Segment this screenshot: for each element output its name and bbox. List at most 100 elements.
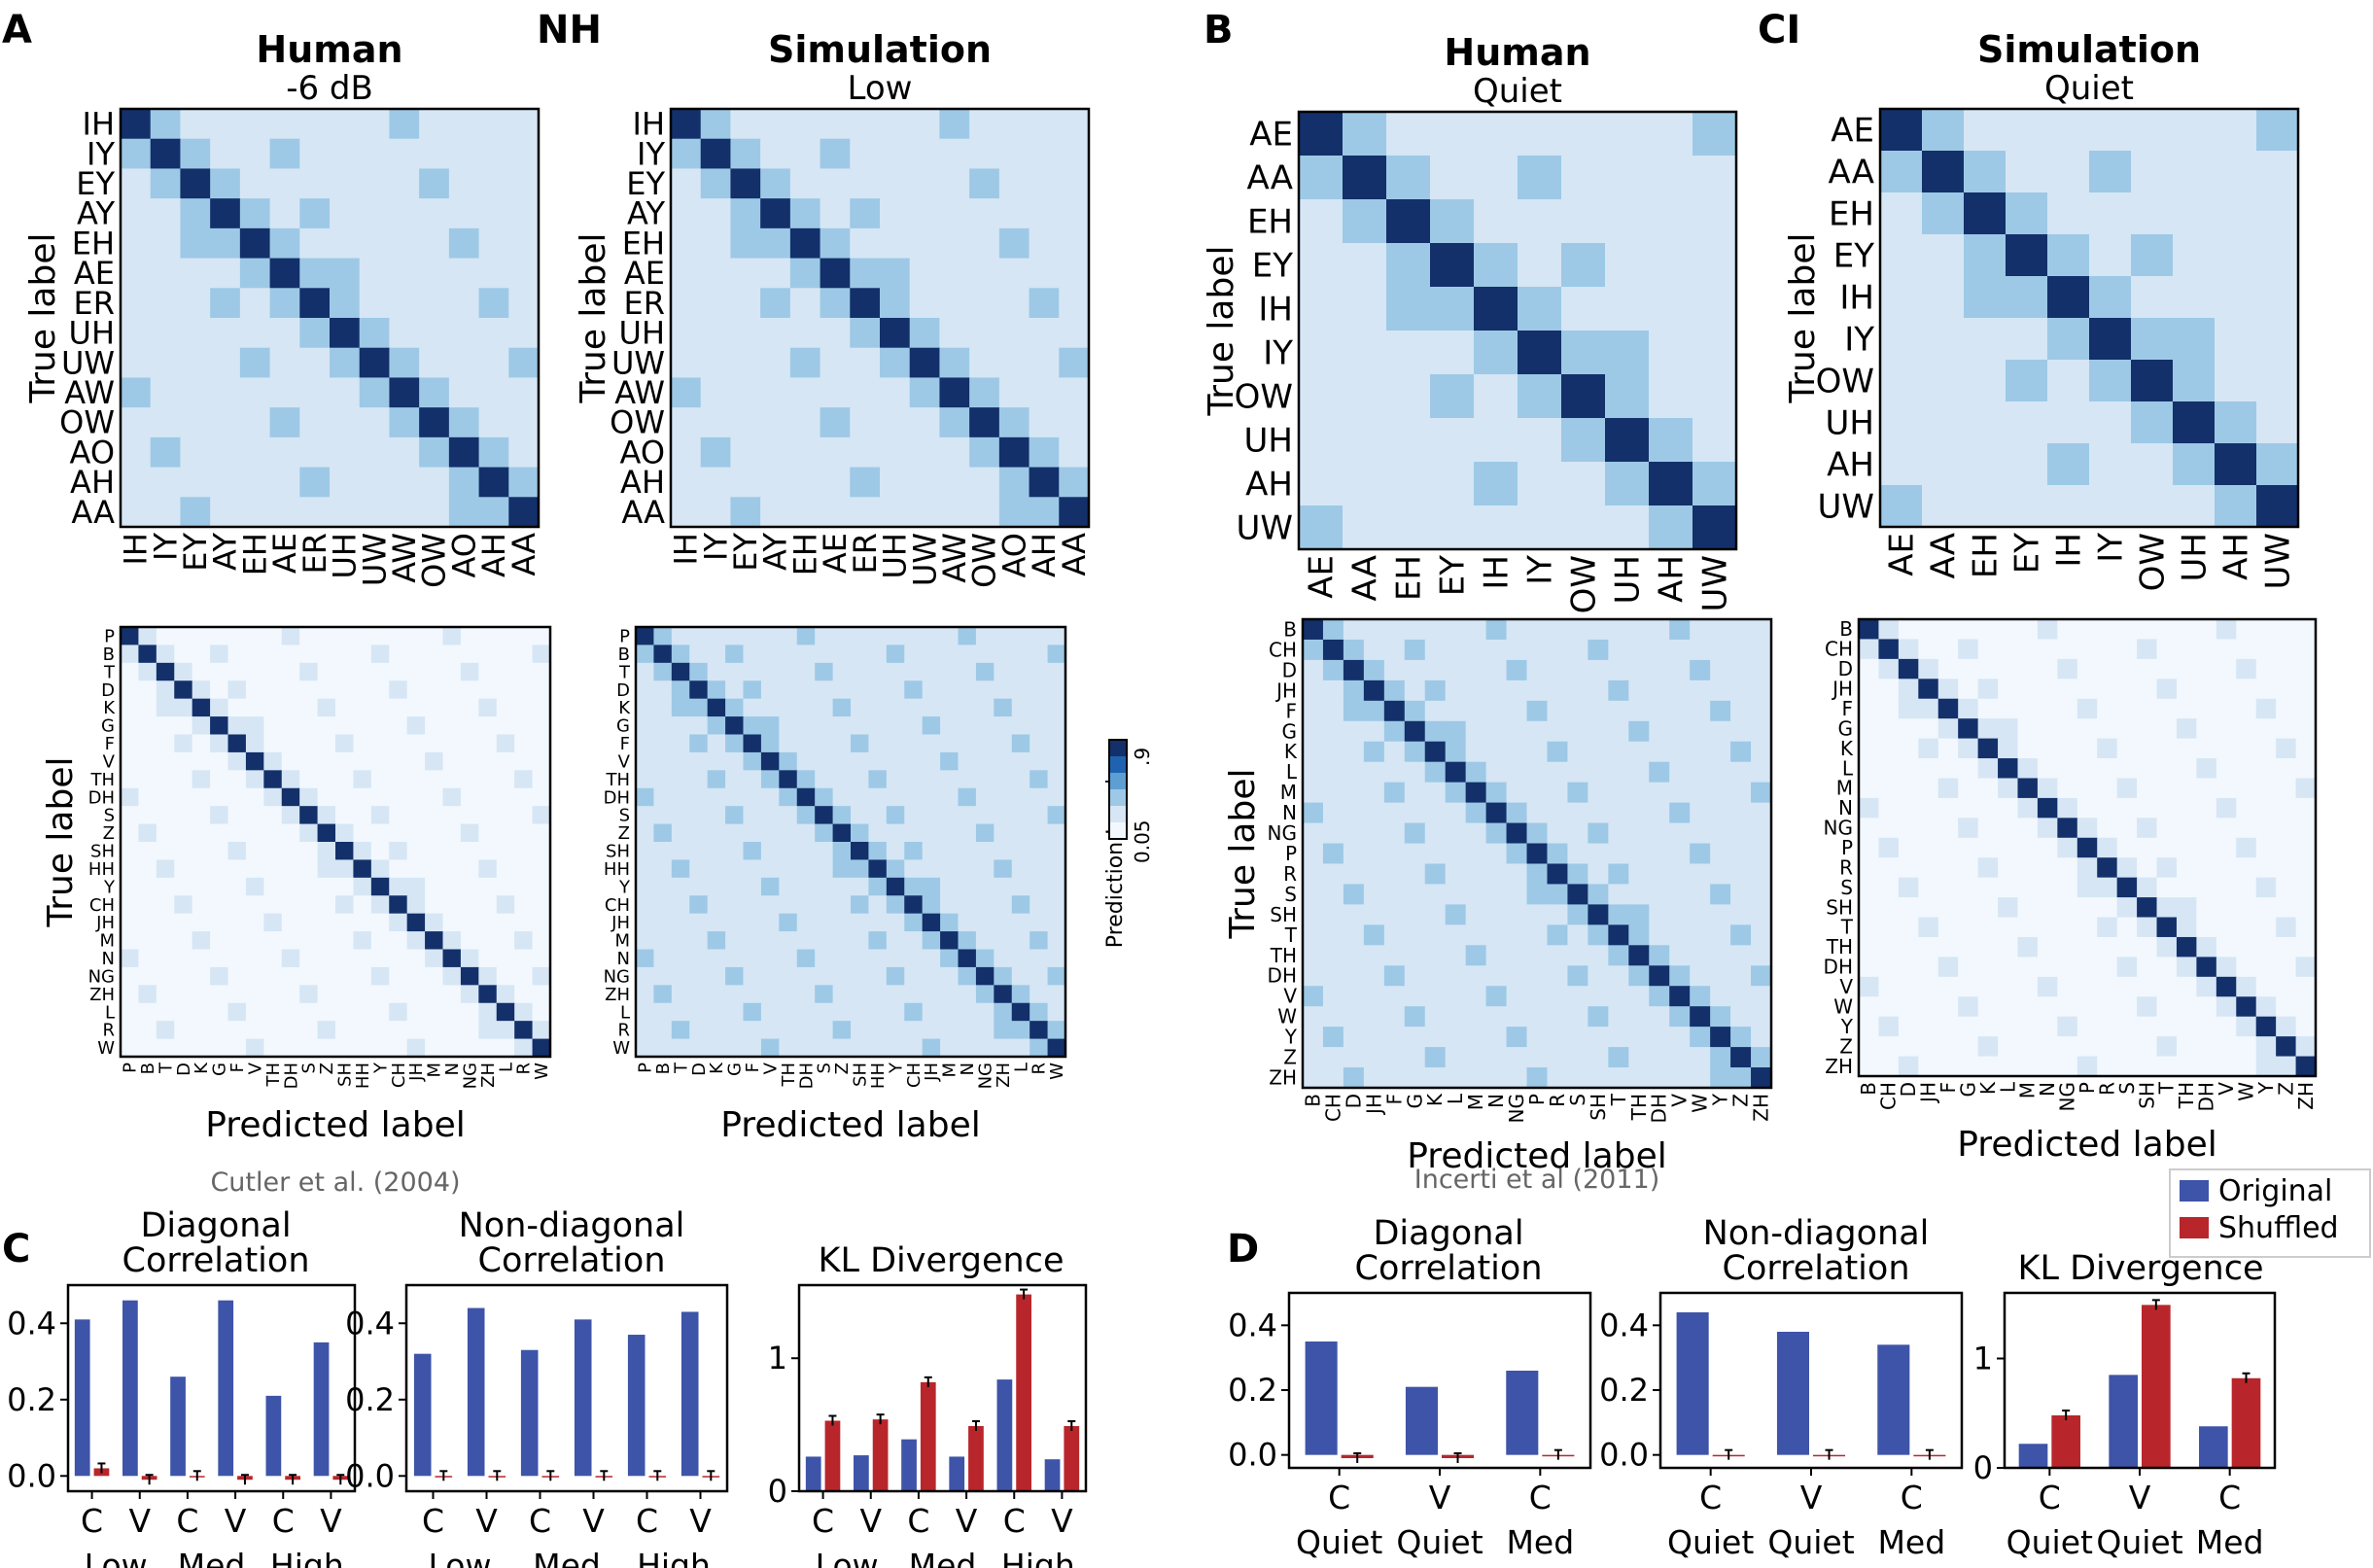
matrix-cell [1730,1006,1752,1028]
matrix-cell [2037,718,2058,740]
matrix-cell [2057,1016,2078,1037]
matrix-cell [210,497,241,528]
colorbar-segment [1109,740,1127,756]
matrix-cell [227,823,247,843]
col-tick-label: AH [475,533,512,577]
matrix-cell [789,258,821,289]
matrix-cell [121,1038,140,1058]
matrix-cell [1669,802,1691,824]
group-label: High [637,1547,711,1568]
group-label: Med [909,1547,977,1568]
matrix-cell [994,680,1013,700]
matrix-cell [1299,374,1344,419]
matrix-cell [636,895,655,915]
matrix-cell [939,258,970,289]
matrix-cell [1710,659,1731,681]
matrix-cell [653,1021,673,1040]
matrix-cell [850,168,881,199]
matrix-cell [138,877,157,896]
matrix-cell [2176,718,2197,740]
col-tick-label: D [1342,1094,1365,1108]
matrix-cell [1485,1067,1508,1089]
matrix-cell [121,698,140,717]
matrix-cell [2076,1016,2098,1037]
matrix-cell [2017,837,2039,858]
matrix-cell [1898,698,1919,719]
matrix-cell [1998,917,2019,938]
col-tick-label: AE [1882,533,1921,576]
matrix-cell [121,407,152,438]
matrix-cell [1011,823,1030,843]
matrix-cell [832,716,852,736]
matrix-cell [406,949,426,968]
matrix-cell [1029,770,1049,789]
bar-original [1506,1371,1539,1455]
row-tick-label: N [102,949,115,969]
matrix-cell [460,877,479,896]
row-tick-label: EY [1252,246,1293,285]
matrix-cell [442,770,462,789]
matrix-cell [2057,957,2078,978]
bar-original [467,1307,485,1477]
x-tick-label: C [272,1502,295,1540]
matrix-cell [1383,761,1406,784]
matrix-cell [370,949,390,968]
matrix-cell [1964,109,2007,152]
matrix-cell [1898,957,1919,978]
row-tick-label: B [103,645,115,665]
matrix-cell [1878,837,1900,858]
matrix-cell [1937,718,1959,740]
matrix-cell [2255,996,2277,1018]
matrix-cell [299,138,331,170]
matrix-cell [1898,658,1919,679]
matrix-cell [406,842,426,861]
matrix-title: Simulation [1977,28,2201,71]
matrix-cell [1404,822,1426,845]
bar-original [996,1379,1013,1491]
row-tick-label: AE [1831,111,1874,150]
matrix-cell [707,627,726,646]
matrix-cell [174,859,193,879]
matrix-cell [743,751,762,771]
matrix-cell [2216,1016,2237,1037]
matrix-cell [389,913,408,932]
matrix-cell [335,751,355,771]
matrix-cell [1608,700,1629,722]
matrix-cell [886,877,905,896]
matrix-cell [796,877,816,896]
col-tick-label: UW [906,533,943,586]
matrix-cell [353,859,372,879]
row-tick-label: R [617,1021,630,1041]
matrix-cell [994,662,1013,681]
matrix-cell [1303,639,1324,661]
matrix-cell [994,931,1013,951]
matrix-cell [299,645,319,664]
matrix-cell [281,698,300,717]
matrix-cell [671,716,690,736]
matrix-cell [1608,965,1629,987]
y-axis-label: True label [23,233,63,404]
matrix-cell [2276,619,2297,641]
x-axis-label: Predicted label [720,1105,981,1145]
matrix-cell [210,734,229,753]
matrix-cell [760,347,791,379]
matrix-cell [210,662,229,681]
matrix-cell [138,751,157,771]
matrix-cell [1303,863,1324,886]
matrix-cell [1299,112,1344,157]
matrix-cell [121,288,152,319]
matrix-cell [1608,884,1629,905]
matrix-cell [317,806,336,825]
matrix-cell [1937,996,1959,1018]
matrix-cell [1011,770,1030,789]
matrix-cell [1383,1047,1406,1068]
row-tick-label: R [1839,855,1853,879]
matrix-cell [1430,374,1475,419]
matrix-cell [1011,680,1030,700]
matrix-cell [1547,1027,1569,1048]
matrix-cell [1649,802,1670,824]
matrix-cell [940,770,960,789]
matrix-cell [700,198,732,229]
matrix-cell [2076,797,2098,819]
matrix-cell [335,931,355,951]
